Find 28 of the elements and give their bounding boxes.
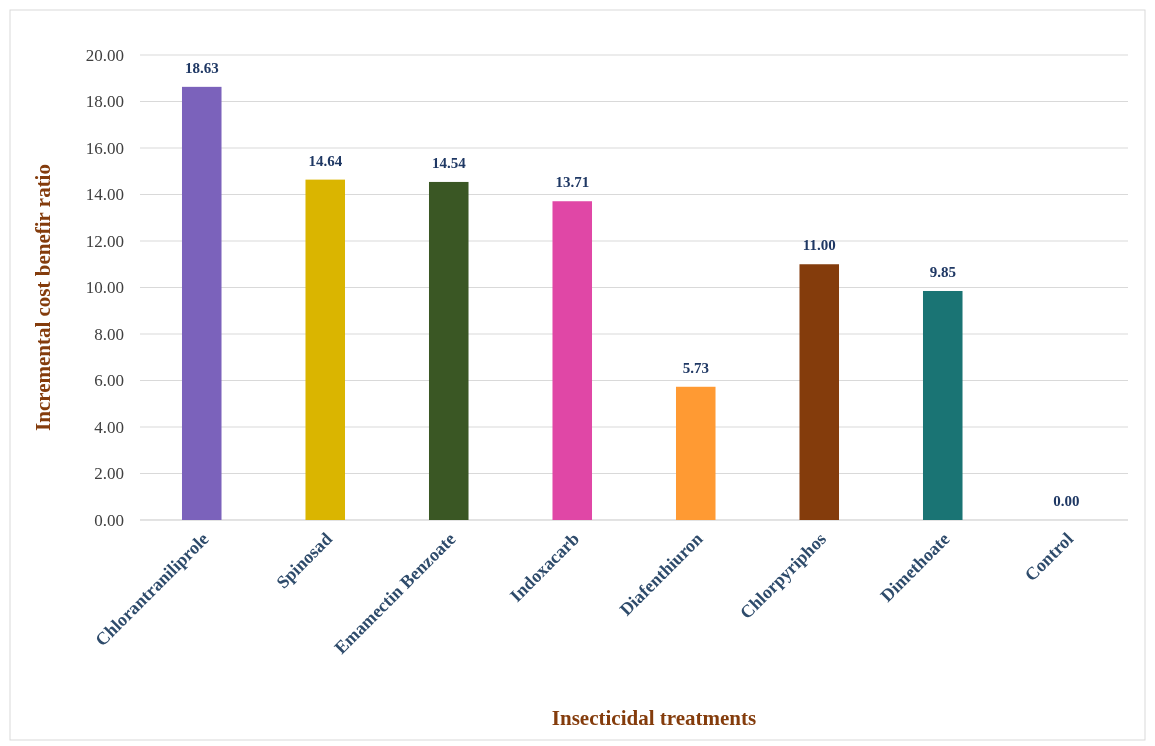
bar (305, 179, 346, 520)
y-tick-label: 2.00 (94, 464, 124, 484)
x-axis-title: Insecticidal treatments (551, 706, 757, 730)
y-tick-label: 0.00 (94, 510, 124, 530)
data-label: 13.71 (555, 174, 590, 191)
y-tick-label: 16.00 (85, 138, 124, 158)
bar (922, 290, 963, 520)
data-label: 9.85 (929, 263, 956, 280)
y-tick-label: 12.00 (85, 231, 124, 251)
bar (181, 86, 222, 520)
data-label: 5.73 (682, 359, 709, 376)
data-label: 14.54 (431, 154, 467, 171)
bar (799, 264, 840, 520)
y-tick-label: 10.00 (85, 278, 124, 298)
bar (552, 201, 593, 520)
data-label: 11.00 (802, 237, 836, 254)
y-tick-label: 8.00 (94, 324, 124, 344)
data-label: 0.00 (1053, 493, 1080, 509)
data-label: 18.63 (184, 59, 219, 76)
y-tick-label: 14.00 (85, 185, 124, 205)
y-tick-label: 4.00 (94, 417, 124, 437)
y-tick-label: 6.00 (94, 371, 124, 391)
y-tick-label: 18.00 (85, 92, 124, 112)
y-axis-title: Incremental cost benefir ratio (31, 164, 55, 431)
bar (675, 386, 716, 520)
data-label: 14.64 (308, 152, 343, 169)
bar (428, 181, 469, 520)
y-tick-label: 20.00 (85, 45, 124, 65)
